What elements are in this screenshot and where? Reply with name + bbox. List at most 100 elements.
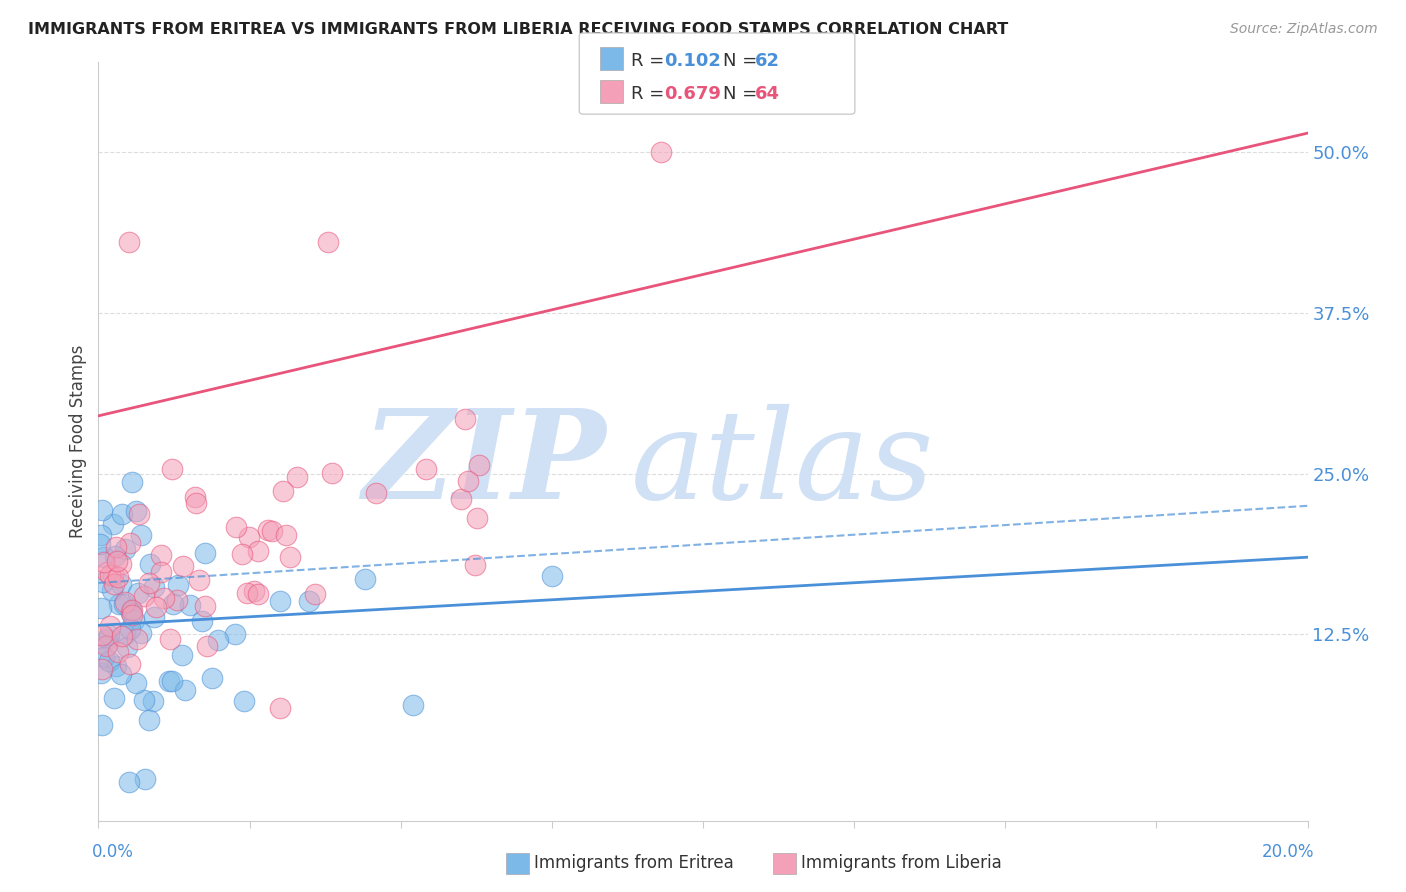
Point xyxy=(145,600,167,615)
Point xyxy=(114,541,136,556)
Point xyxy=(162,461,184,475)
Point xyxy=(103,691,125,706)
Point xyxy=(149,565,172,579)
Point xyxy=(415,462,437,476)
Point xyxy=(90,601,112,615)
Text: 64: 64 xyxy=(755,85,780,103)
Point xyxy=(110,557,132,571)
Point xyxy=(93,550,115,565)
Point xyxy=(134,772,156,786)
Point xyxy=(120,606,142,620)
Point xyxy=(93,650,115,665)
Point xyxy=(278,549,301,564)
Point xyxy=(114,627,136,641)
Text: Immigrants from Eritrea: Immigrants from Eritrea xyxy=(534,855,734,872)
Point xyxy=(96,565,118,579)
Point xyxy=(468,458,491,473)
Point xyxy=(225,520,247,534)
Point xyxy=(101,517,124,532)
Text: R =: R = xyxy=(631,52,671,70)
Point xyxy=(100,583,122,598)
Point xyxy=(124,613,146,627)
Point xyxy=(142,694,165,708)
Point xyxy=(194,599,217,613)
Point xyxy=(454,412,477,426)
Point xyxy=(96,638,118,652)
Point xyxy=(129,626,152,640)
Point xyxy=(465,510,488,524)
Text: 0.679: 0.679 xyxy=(664,85,720,103)
Point xyxy=(316,235,339,250)
Point xyxy=(108,597,131,611)
Point xyxy=(118,235,141,250)
Point xyxy=(298,593,321,607)
Point xyxy=(91,662,114,676)
Point xyxy=(110,666,132,681)
Point xyxy=(132,590,155,604)
Point xyxy=(96,632,118,646)
Point xyxy=(104,540,127,554)
Point xyxy=(285,470,308,484)
Point xyxy=(132,692,155,706)
Point xyxy=(366,486,388,500)
Point xyxy=(183,490,205,504)
Point xyxy=(162,597,184,611)
Point xyxy=(91,575,114,590)
Point xyxy=(114,595,136,609)
Point xyxy=(167,578,190,592)
Point xyxy=(269,593,291,607)
Point xyxy=(117,640,139,654)
Point xyxy=(207,632,229,647)
Point xyxy=(450,492,472,507)
Point xyxy=(105,554,128,568)
Text: Source: ZipAtlas.com: Source: ZipAtlas.com xyxy=(1230,22,1378,37)
Point xyxy=(98,619,121,633)
Point xyxy=(90,718,112,732)
Text: IMMIGRANTS FROM ERITREA VS IMMIGRANTS FROM LIBERIA RECEIVING FOOD STAMPS CORRELA: IMMIGRANTS FROM ERITREA VS IMMIGRANTS FR… xyxy=(28,22,1008,37)
Text: 0.0%: 0.0% xyxy=(91,843,134,861)
Point xyxy=(97,654,120,668)
Text: N =: N = xyxy=(723,52,762,70)
Point xyxy=(121,607,143,622)
Text: 20.0%: 20.0% xyxy=(1263,843,1315,861)
Point xyxy=(118,775,141,789)
Point xyxy=(162,673,184,688)
Text: 62: 62 xyxy=(755,52,780,70)
Point xyxy=(104,659,127,673)
Y-axis label: Receiving Food Stamps: Receiving Food Stamps xyxy=(69,345,87,538)
Point xyxy=(125,504,148,518)
Point xyxy=(94,640,117,654)
Point xyxy=(402,698,425,712)
Text: atlas: atlas xyxy=(630,403,934,525)
Text: 0.102: 0.102 xyxy=(664,52,720,70)
Point xyxy=(121,603,143,617)
Point xyxy=(159,632,181,647)
Point xyxy=(91,503,114,517)
Point xyxy=(188,574,211,588)
Point xyxy=(269,701,291,715)
Point xyxy=(236,586,259,600)
Point xyxy=(127,586,149,600)
Point xyxy=(104,549,127,563)
Point xyxy=(89,537,111,551)
Point xyxy=(166,592,188,607)
Point xyxy=(112,597,135,611)
Point xyxy=(262,524,284,538)
Point xyxy=(107,570,129,584)
Point xyxy=(121,475,143,489)
Point xyxy=(195,640,218,654)
Point xyxy=(110,577,132,591)
Point xyxy=(138,713,160,727)
Point xyxy=(233,694,256,708)
Point xyxy=(321,466,343,480)
Point xyxy=(93,555,115,569)
Point xyxy=(90,628,112,642)
Point xyxy=(276,528,298,542)
Point xyxy=(125,676,148,690)
Point xyxy=(194,546,217,560)
Point xyxy=(101,567,124,582)
Point xyxy=(111,629,134,643)
Point xyxy=(540,568,562,582)
Point xyxy=(224,627,246,641)
Point xyxy=(179,598,201,612)
